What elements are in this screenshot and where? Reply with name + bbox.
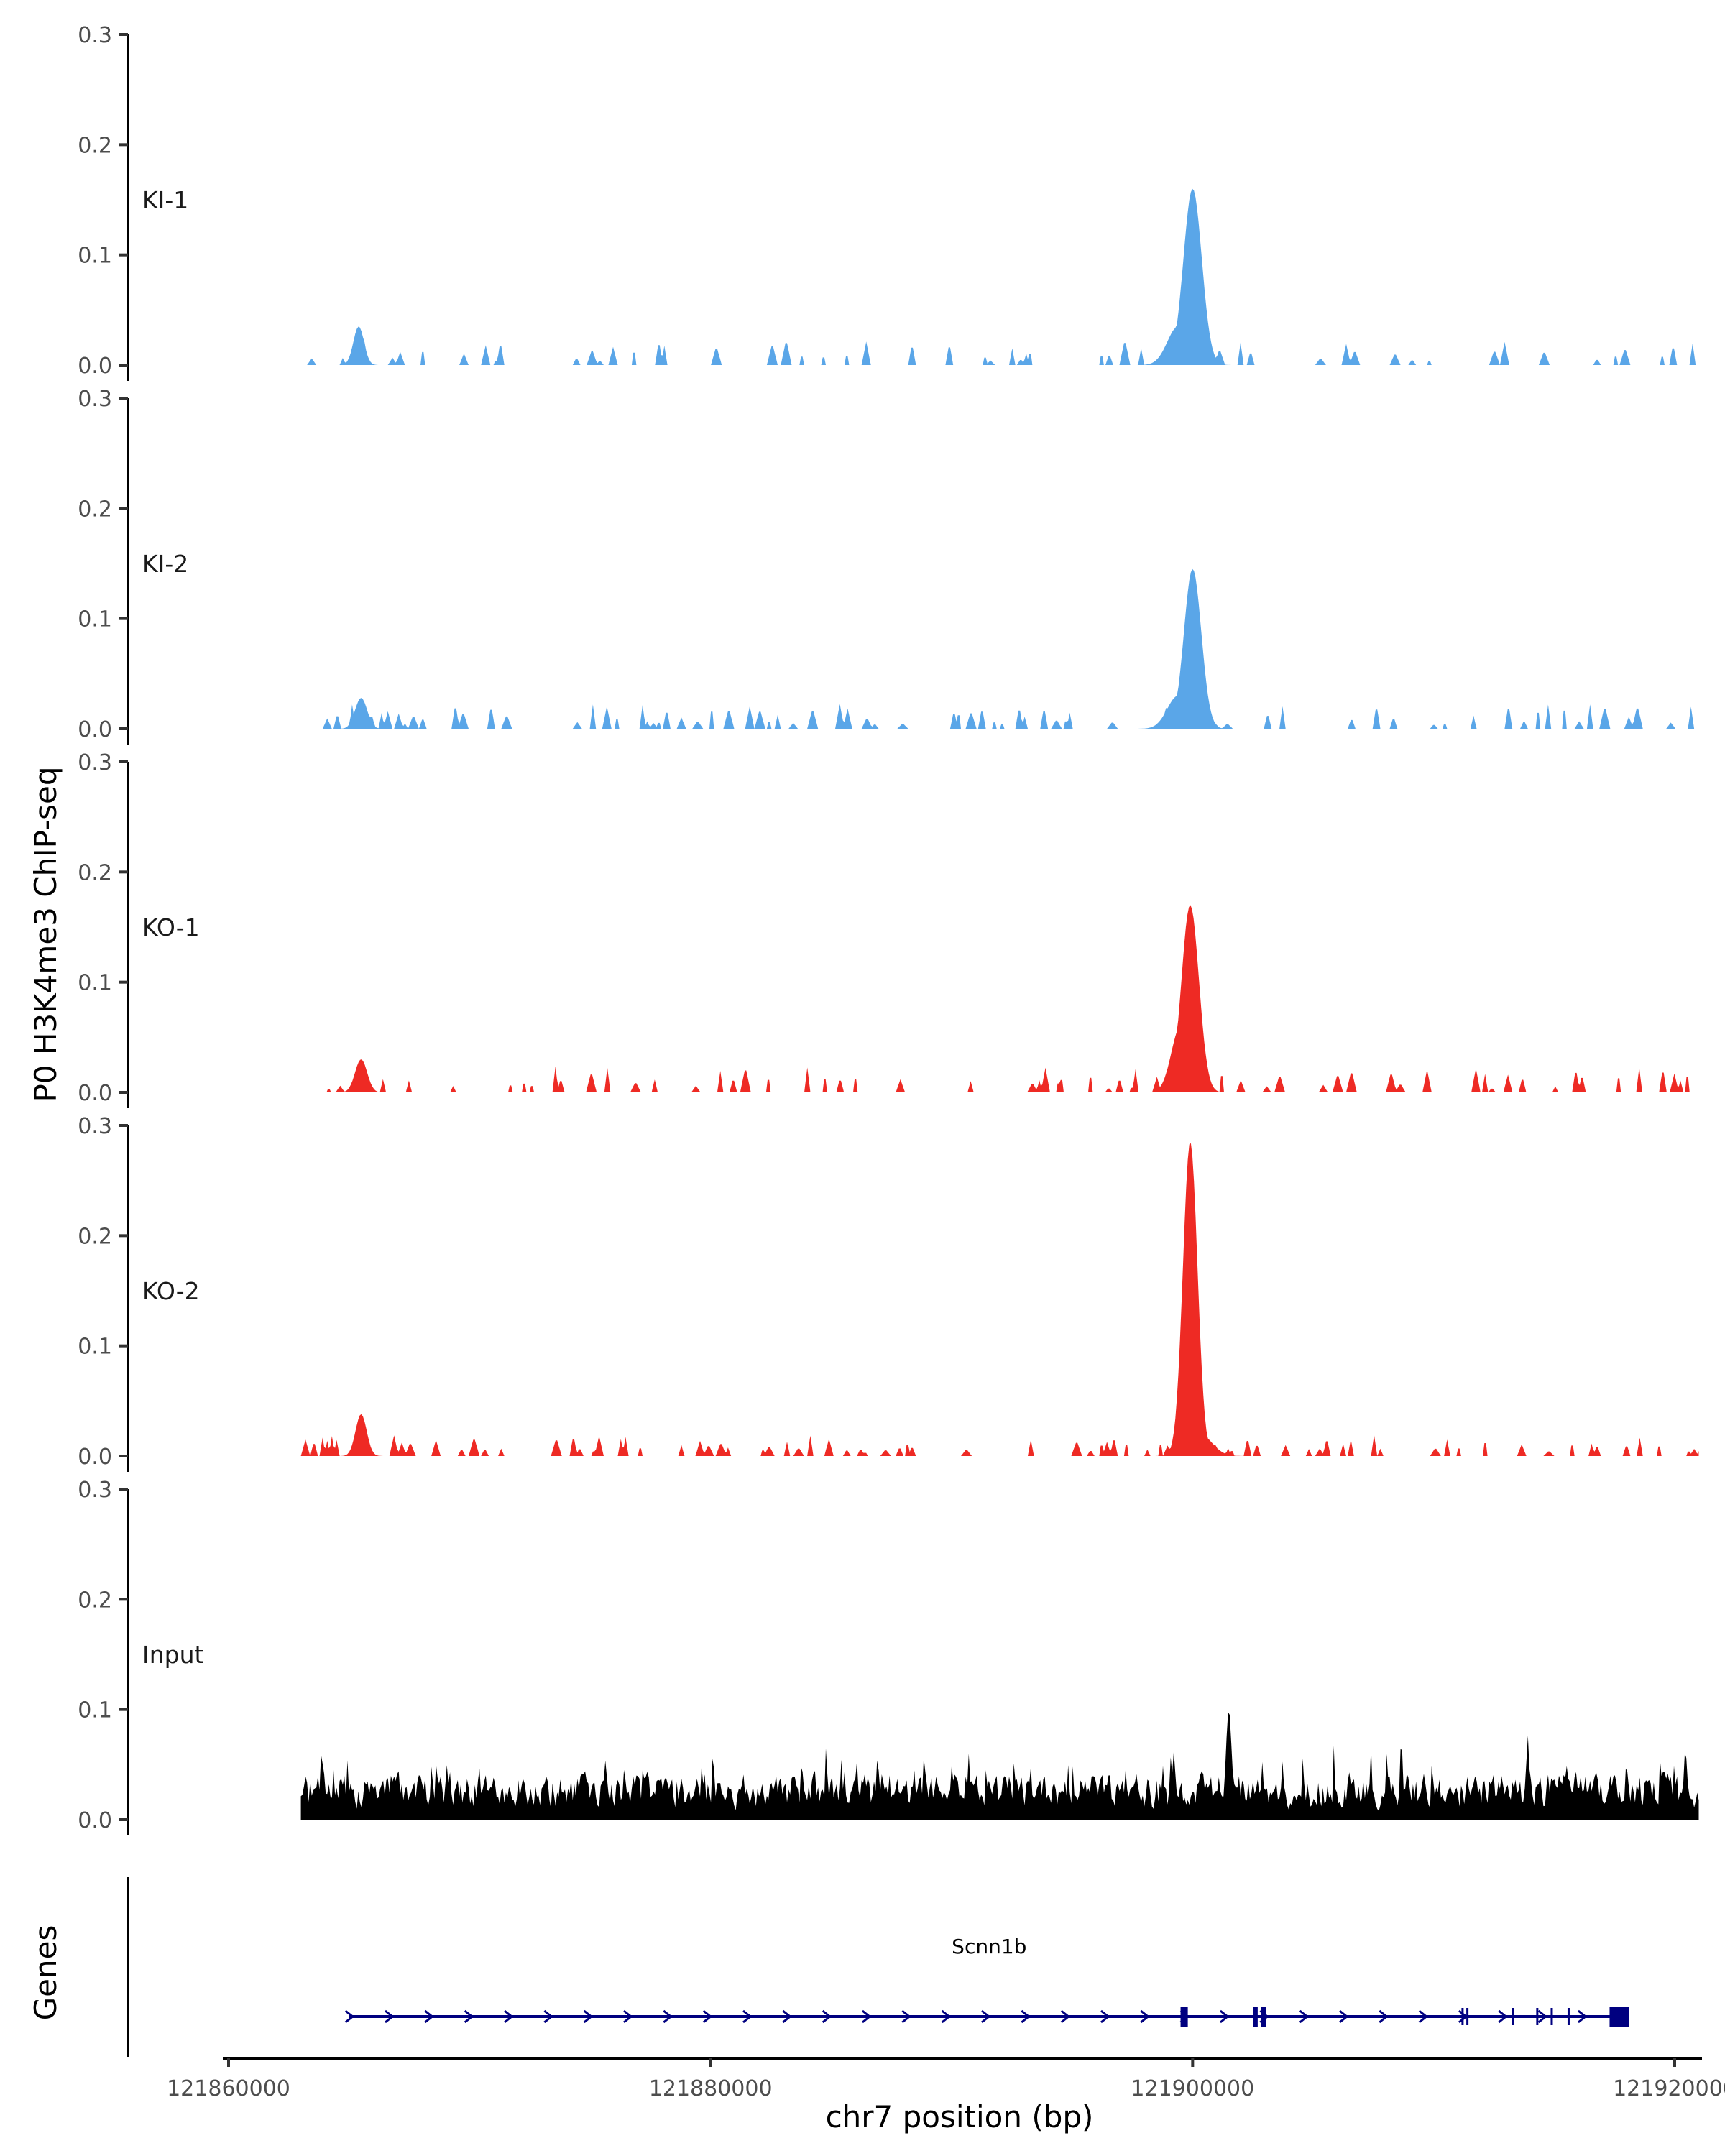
strand-arrow xyxy=(1458,2009,1468,2024)
signal-tracks: 0.00.10.20.3KI-10.00.10.20.3KI-20.00.10.… xyxy=(78,23,1699,1835)
strand-arrow xyxy=(344,2009,355,2024)
track-label: KO-1 xyxy=(142,913,200,941)
gene-track: Scnn1b xyxy=(126,1877,1629,2057)
x-tick-label: 121900000 xyxy=(1131,2076,1254,2101)
strand-arrow xyxy=(543,2009,553,2024)
signal-area-ko-1 xyxy=(325,905,1699,1092)
x-tick-label: 121880000 xyxy=(649,2076,773,2101)
signal-area-ki-2 xyxy=(300,568,1699,729)
y-tick-label: 0.3 xyxy=(78,1114,112,1139)
strand-arrow xyxy=(862,2009,872,2024)
track-ki-1: 0.0 0.1 0.2 0.3 KI-1 xyxy=(78,23,1699,381)
y-axis-title: P0 H3K4me3 ChIP-seq xyxy=(28,766,63,1102)
y-tick-label: 0.2 xyxy=(78,497,112,522)
track-ko-1: 0.0 0.1 0.2 0.3 KO-1 xyxy=(78,750,1699,1108)
y-tick-label: 0.1 xyxy=(78,1335,112,1360)
gene-track-title: Genes xyxy=(28,1925,63,2021)
strand-arrow xyxy=(1338,2009,1349,2024)
exon xyxy=(1180,2007,1188,2027)
y-tick-label: 0.3 xyxy=(78,750,112,775)
strand-arrow xyxy=(1021,2009,1031,2024)
strand-arrow xyxy=(1299,2009,1309,2024)
strand-arrow xyxy=(1498,2009,1508,2024)
strand-arrow xyxy=(901,2009,911,2024)
y-tick-label: 0.3 xyxy=(78,387,112,412)
x-tick-label: 121920000 xyxy=(1613,2076,1725,2101)
exon xyxy=(1609,2007,1629,2027)
strand-arrow xyxy=(424,2009,434,2024)
y-tick-label: 0.0 xyxy=(78,354,112,379)
track-ki-2: 0.0 0.1 0.2 0.3 KI-2 xyxy=(78,387,1699,745)
strand-arrow xyxy=(1219,2009,1230,2024)
x-tick-label: 121860000 xyxy=(167,2076,290,2101)
x-axis-title: chr7 position (bp) xyxy=(826,2099,1094,2134)
signal-area-input xyxy=(300,1712,1699,1820)
x-axis: 121860000 121880000 121900000 121920000 xyxy=(167,2057,1725,2101)
strand-arrow xyxy=(1060,2009,1071,2024)
y-tick-label: 0.2 xyxy=(78,1224,112,1249)
strand-arrow xyxy=(1537,2009,1547,2024)
y-tick-label: 0.0 xyxy=(78,1081,112,1106)
strand-arrow xyxy=(822,2009,832,2024)
strand-arrow xyxy=(623,2009,633,2024)
track-label: KI-2 xyxy=(142,550,188,578)
strand-arrow xyxy=(464,2009,474,2024)
y-tick-label: 0.1 xyxy=(78,607,112,632)
strand-arrow xyxy=(1418,2009,1428,2024)
strand-arrow xyxy=(782,2009,792,2024)
y-tick-label: 0.3 xyxy=(78,1478,112,1503)
strand-arrow xyxy=(941,2009,952,2024)
y-tick-label: 0.2 xyxy=(78,860,112,885)
track-ko-2: 0.0 0.1 0.2 0.3 KO-2 xyxy=(78,1114,1699,1472)
track-label: Input xyxy=(142,1641,204,1669)
track-label: KO-2 xyxy=(142,1277,200,1305)
strand-arrow xyxy=(702,2009,713,2024)
exon xyxy=(1253,2007,1258,2027)
y-tick-label: 0.0 xyxy=(78,1808,112,1833)
y-tick-label: 0.2 xyxy=(78,133,112,158)
strand-arrow xyxy=(583,2009,594,2024)
strand-arrow xyxy=(742,2009,753,2024)
strand-arrow xyxy=(385,2009,395,2024)
gene-name-label: Scnn1b xyxy=(952,1935,1026,1958)
y-tick-label: 0.1 xyxy=(78,971,112,996)
strand-arrow xyxy=(1140,2009,1150,2024)
strand-arrow xyxy=(1379,2009,1389,2024)
strand-arrow xyxy=(663,2009,673,2024)
strand-arrow xyxy=(504,2009,514,2024)
track-label: KI-1 xyxy=(142,186,188,214)
signal-area-ki-1 xyxy=(300,188,1699,365)
track-input: 0.0 0.1 0.2 0.3 Input xyxy=(78,1478,1699,1835)
y-tick-label: 0.1 xyxy=(78,244,112,269)
signal-area-ko-2 xyxy=(300,1143,1699,1456)
y-tick-label: 0.1 xyxy=(78,1698,112,1723)
strand-arrow xyxy=(981,2009,991,2024)
exon xyxy=(1261,2007,1266,2027)
y-tick-label: 0.0 xyxy=(78,1445,112,1470)
strand-arrow xyxy=(1100,2009,1110,2024)
strand-arrow xyxy=(1577,2009,1588,2024)
y-tick-label: 0.0 xyxy=(78,717,112,742)
y-tick-label: 0.3 xyxy=(78,23,112,48)
y-tick-label: 0.2 xyxy=(78,1588,112,1613)
